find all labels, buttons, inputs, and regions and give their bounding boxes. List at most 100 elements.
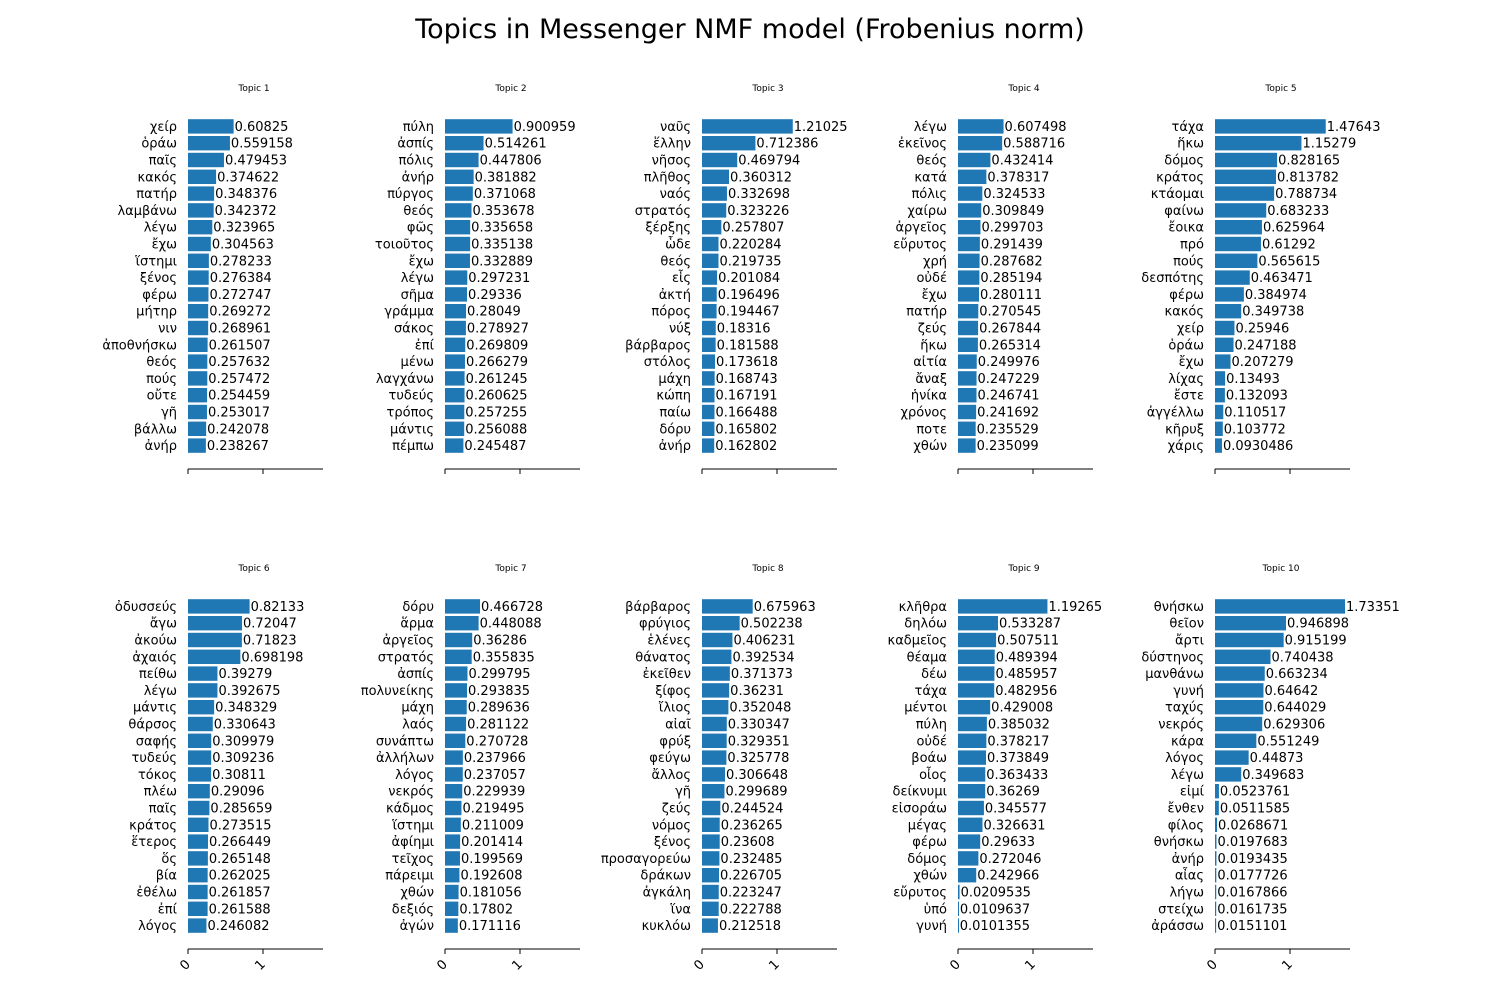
data-label: 0.167191 — [716, 389, 778, 404]
bar — [702, 320, 716, 336]
bar — [188, 649, 241, 664]
category-label: μάχη — [658, 372, 691, 387]
bar — [1215, 136, 1302, 151]
data-label: 0.265314 — [979, 338, 1041, 353]
bar — [702, 152, 738, 168]
data-label: 0.323226 — [727, 204, 789, 219]
bar — [1215, 320, 1235, 336]
data-label: 0.273515 — [210, 818, 272, 833]
bar — [702, 800, 721, 816]
data-label: 0.0523761 — [1220, 785, 1290, 800]
category-label: ἔχω — [409, 254, 434, 269]
data-label: 0.212518 — [719, 919, 781, 934]
bar — [702, 918, 718, 933]
bar — [1215, 616, 1287, 631]
bar — [188, 800, 210, 816]
bar — [702, 666, 730, 681]
data-label: 0.13493 — [1226, 372, 1280, 387]
data-label: 0.256088 — [465, 422, 527, 437]
data-label: 0.276384 — [210, 271, 272, 286]
data-label: 0.246082 — [207, 919, 269, 934]
category-label: οἶος — [919, 767, 947, 783]
category-label: παῖς — [149, 802, 177, 817]
bar — [1215, 750, 1249, 765]
category-label: βάρβαρος — [625, 600, 691, 615]
bar — [445, 371, 465, 386]
data-label: 0.278927 — [467, 322, 529, 337]
bar — [958, 800, 984, 816]
data-label: 0.269809 — [466, 338, 528, 353]
category-label: δόμος — [1164, 154, 1204, 169]
data-label: 0.828165 — [1278, 154, 1340, 169]
data-label: 0.607498 — [1005, 120, 1067, 135]
category-label: κυκλόω — [642, 919, 691, 934]
subplot-topic-4: Topic 4 λέγω 0.607498 ἐκεῖνος 0.588716 θεός 0.… — [893, 84, 1093, 474]
category-label: ζεύς — [662, 802, 691, 817]
data-label: 0.265148 — [209, 852, 271, 867]
bar — [445, 253, 470, 268]
data-label: 0.232485 — [720, 852, 782, 867]
x-tick-label: 0 — [177, 957, 193, 973]
category-label: μάντις — [390, 422, 434, 437]
data-label: 0.447806 — [480, 154, 542, 169]
bar — [702, 683, 730, 698]
category-label: θάνατος — [635, 650, 691, 665]
bar — [188, 404, 207, 420]
category-label: ὁράω — [141, 137, 177, 152]
bar — [188, 119, 234, 134]
category-label: ἀργεῖος — [895, 221, 947, 236]
data-label: 0.28049 — [467, 305, 521, 320]
data-label: 0.489394 — [996, 650, 1058, 665]
category-label: γράμμα — [384, 305, 434, 320]
data-label: 0.448088 — [480, 617, 542, 632]
category-label: ὅς — [161, 852, 177, 867]
category-label: ἔοικα — [1168, 221, 1204, 236]
category-label: κτάομαι — [1151, 187, 1204, 202]
data-label: 0.281122 — [467, 718, 529, 733]
bar — [1215, 884, 1217, 900]
data-label: 0.0161735 — [1217, 902, 1287, 917]
category-label: ξένος — [654, 835, 691, 850]
bar — [1215, 767, 1242, 782]
bar — [1215, 371, 1226, 386]
category-label: πύλη — [916, 718, 947, 733]
data-label: 0.272747 — [209, 288, 271, 303]
bar — [958, 616, 998, 631]
data-label: 0.23608 — [721, 835, 775, 850]
bar — [445, 421, 465, 436]
bar — [1215, 304, 1242, 319]
data-label: 0.0177726 — [1217, 869, 1287, 884]
category-label: βία — [156, 869, 177, 884]
bar — [188, 236, 211, 252]
data-label: 0.211009 — [462, 818, 524, 833]
data-label: 0.257255 — [465, 406, 527, 421]
category-label: πούς — [146, 372, 177, 387]
category-label: πέμπω — [392, 439, 434, 454]
data-label: 0.335658 — [471, 221, 533, 236]
bar — [958, 649, 995, 664]
data-label: 0.323965 — [213, 221, 275, 236]
bar — [702, 851, 720, 866]
category-label: κακός — [138, 170, 177, 185]
category-label: τάχα — [915, 684, 947, 699]
data-label: 0.192608 — [460, 869, 522, 884]
bar — [445, 354, 465, 369]
bar — [188, 388, 208, 403]
category-label: κάδμος — [386, 802, 434, 817]
bar — [1215, 901, 1217, 916]
category-label: ἀγγέλλω — [1147, 406, 1204, 421]
bar — [1215, 438, 1222, 453]
category-label: δόρυ — [659, 422, 691, 437]
bar — [188, 817, 209, 832]
bar — [188, 767, 212, 782]
bar — [445, 169, 474, 184]
category-label: ἐκεῖνος — [898, 137, 947, 152]
category-label: στόλος — [644, 355, 691, 370]
data-label: 0.345577 — [985, 802, 1047, 817]
bar — [958, 632, 997, 648]
data-label: 0.166488 — [715, 406, 777, 421]
category-label: ἐπί — [158, 902, 178, 917]
data-label: 0.61292 — [1262, 238, 1316, 253]
data-label: 0.261245 — [466, 372, 528, 387]
data-label: 0.0193435 — [1217, 852, 1287, 867]
